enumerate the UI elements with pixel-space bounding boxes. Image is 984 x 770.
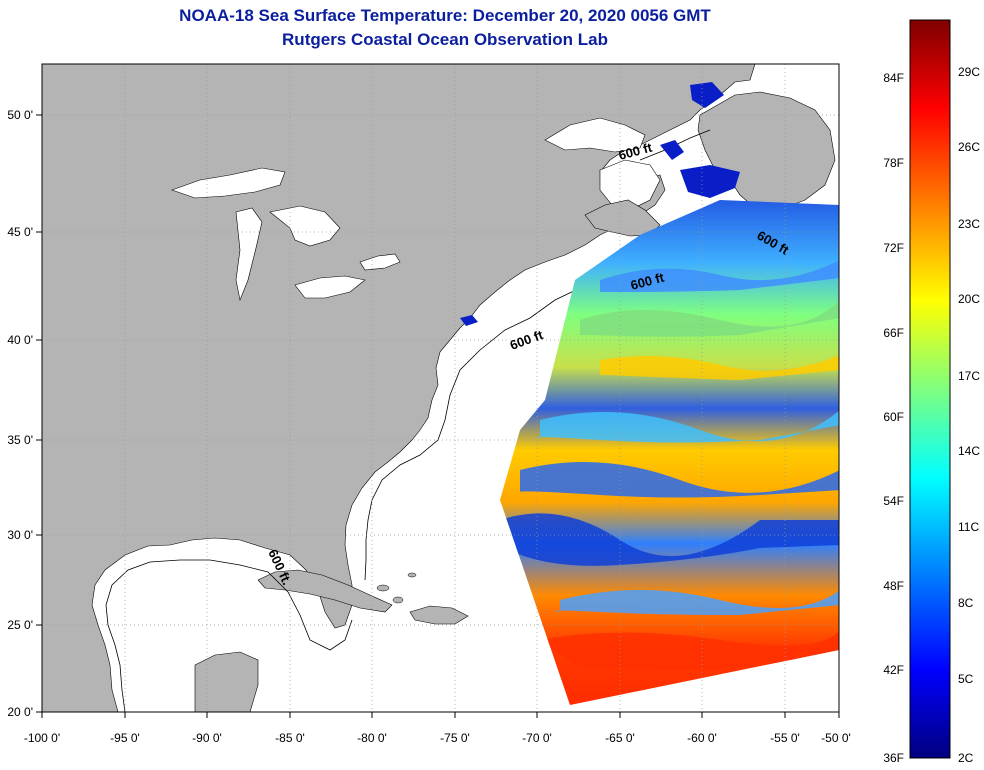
colorbar-c-label: 20C	[958, 292, 980, 306]
axis-ticks	[36, 114, 840, 718]
lon-label: -55 0'	[770, 731, 800, 745]
colorbar-f-label: 42F	[883, 663, 904, 677]
lon-label: -80 0'	[357, 731, 387, 745]
temperature-colorbar	[909, 19, 951, 759]
colorbar-f-label: 54F	[883, 494, 904, 508]
colorbar-c-label: 2C	[958, 751, 974, 765]
colorbar-c-label: 8C	[958, 596, 974, 610]
lon-label: -50 0'	[821, 731, 851, 745]
latitude-labels: 20 0' 25 0' 30 0' 35 0' 40 0' 45 0' 50 0…	[7, 108, 33, 719]
land-cuba	[257, 569, 393, 613]
lon-label: -90 0'	[192, 731, 222, 745]
map-subtitle: Rutgers Coastal Ocean Observation Lab	[282, 30, 608, 49]
colorbar-c-label: 29C	[958, 65, 980, 79]
colorbar-f-label: 72F	[883, 241, 904, 255]
map-title: NOAA-18 Sea Surface Temperature: Decembe…	[179, 6, 711, 25]
graticule	[42, 64, 839, 712]
colorbar-c-label: 23C	[958, 217, 980, 231]
colorbar-c-label: 5C	[958, 672, 974, 686]
lon-label: -75 0'	[440, 731, 470, 745]
colorbar-f-label: 48F	[883, 579, 904, 593]
lon-label: -95 0'	[110, 731, 140, 745]
sst-cold-patches	[460, 82, 740, 326]
colorbar-fahrenheit-labels: 84F 78F 72F 66F 60F 54F 48F 42F 36F	[883, 71, 904, 765]
land-hispaniola	[409, 605, 469, 625]
colorbar-f-label: 60F	[883, 410, 904, 424]
colorbar-f-label: 36F	[883, 751, 904, 765]
colorbar-c-label: 11C	[958, 520, 979, 534]
land-bahamas	[376, 572, 417, 604]
colorbar-c-label: 26C	[958, 140, 980, 154]
lat-label: 20 0'	[7, 705, 33, 719]
colorbar-c-label: 17C	[958, 369, 980, 383]
lat-label: 35 0'	[7, 433, 33, 447]
land-north-america	[42, 64, 756, 712]
colorbar-f-label: 66F	[883, 326, 904, 340]
map-frame	[41, 63, 840, 713]
lon-label: -60 0'	[687, 731, 717, 745]
lat-label: 25 0'	[7, 618, 33, 632]
lat-label: 45 0'	[7, 225, 33, 239]
lon-label: -85 0'	[275, 731, 305, 745]
lat-label: 50 0'	[7, 108, 33, 122]
longitude-labels: -100 0' -95 0' -90 0' -85 0' -80 0' -75 …	[24, 731, 851, 745]
lon-label: -100 0'	[24, 731, 60, 745]
lat-label: 30 0'	[7, 528, 33, 542]
lon-label: -70 0'	[522, 731, 552, 745]
colorbar-f-label: 84F	[883, 71, 904, 85]
colorbar-c-label: 14C	[958, 444, 980, 458]
colorbar-celsius-labels: 29C 26C 23C 20C 17C 14C 11C 8C 5C 2C	[958, 65, 980, 765]
colorbar-f-label: 78F	[883, 156, 904, 170]
lon-label: -65 0'	[605, 731, 635, 745]
lat-label: 40 0'	[7, 333, 33, 347]
land-yucatan	[194, 651, 259, 712]
